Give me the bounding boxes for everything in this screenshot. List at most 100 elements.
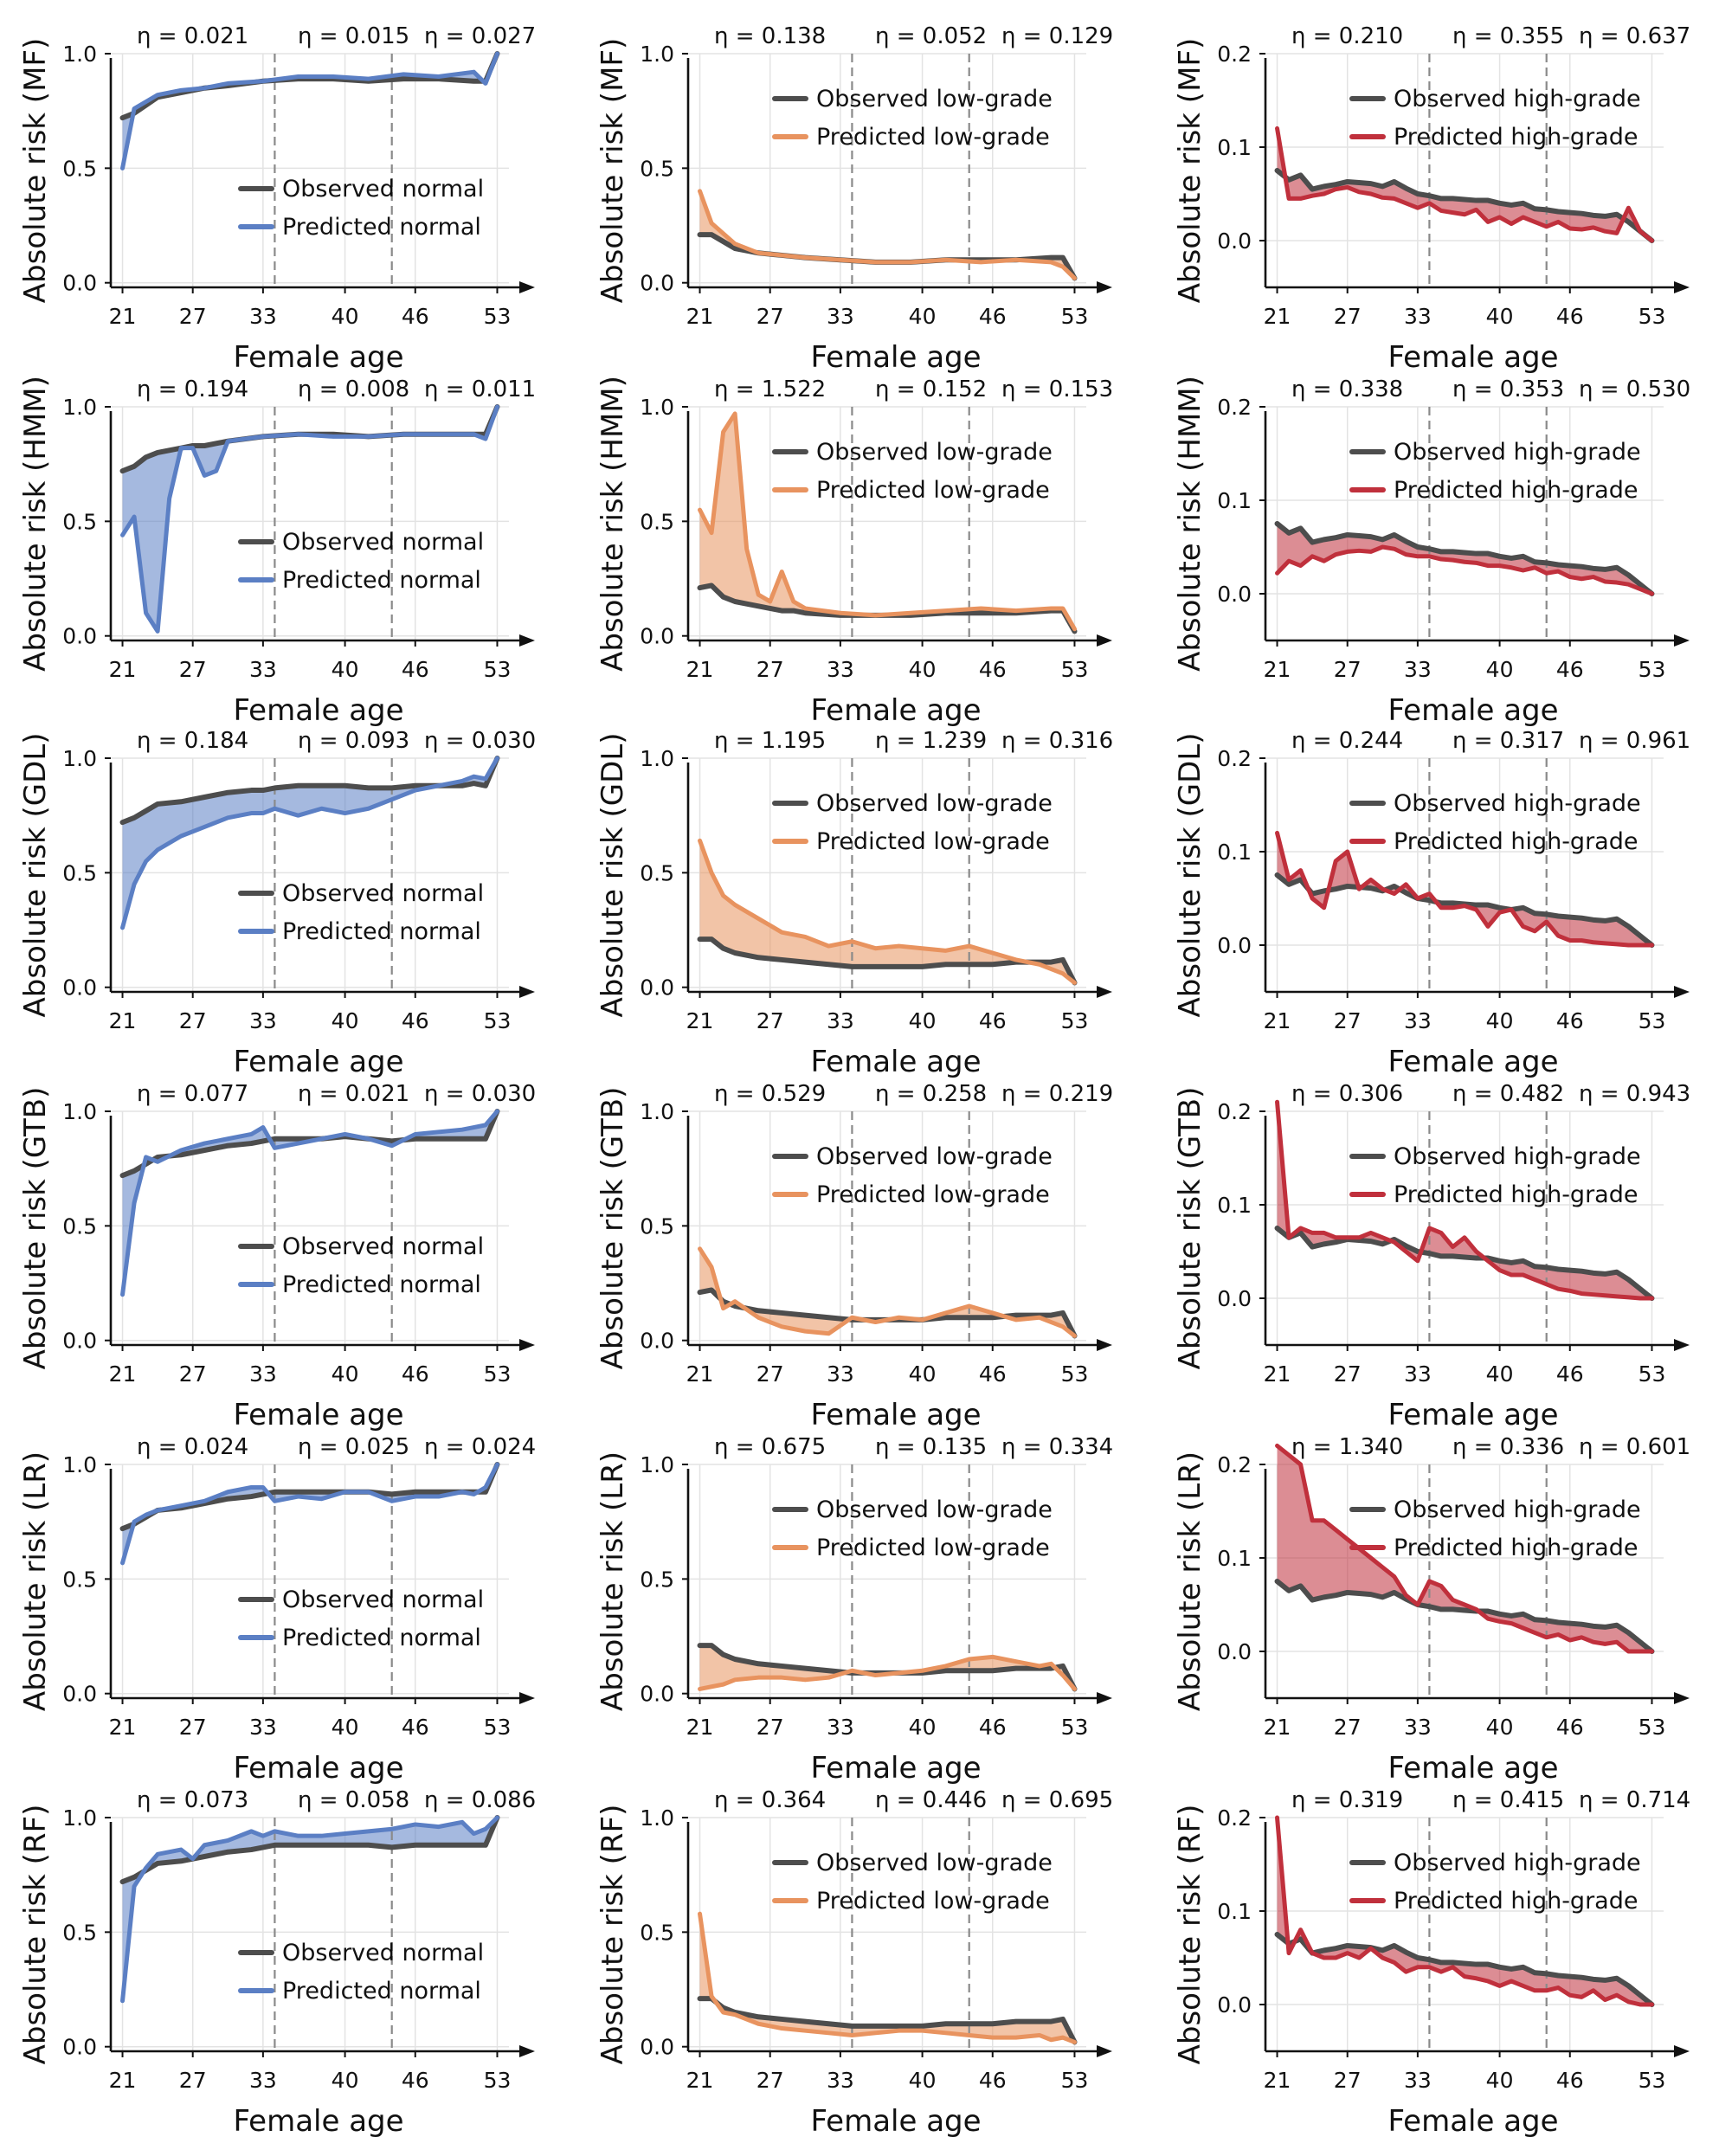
legend-observed-label: Observed high-grade [1394,1850,1641,1876]
x-tick-label: 33 [1404,1008,1432,1033]
x-axis-arrow-icon [1674,1339,1690,1351]
eta-annotation: η = 0.153 [1001,376,1113,402]
x-axis-arrow-icon [519,2045,535,2057]
x-tick-label: 40 [909,2068,937,2093]
legend-predicted-label: Predicted normal [282,567,481,594]
x-axis-arrow-icon [1097,1339,1112,1351]
x-tick-label: 40 [1486,1715,1514,1740]
y-axis-label: Absolute risk (GTB) [596,1087,630,1370]
panel-hmm-normal: 21 27 33 40 46 53 0.0 0.5 1.0 Female age Absolute … [18,376,536,728]
y-tick-label: 0.5 [62,860,97,885]
x-tick-label: 40 [332,1715,359,1740]
x-axis-arrow-icon [1097,1692,1112,1704]
legend-predicted-label: Predicted normal [282,1271,481,1298]
x-tick-label: 27 [756,1008,784,1033]
x-tick-label: 40 [332,657,359,682]
legend-predicted-label: Predicted low-grade [816,124,1050,151]
legend-observed-label: Observed low-grade [816,1143,1053,1170]
legend-predicted-label: Predicted normal [282,214,481,241]
x-tick-label: 46 [1556,1008,1584,1033]
x-axis-label: Female age [233,1398,403,1432]
eta-annotation: η = 0.338 [1291,376,1403,402]
eta-annotation: η = 1.522 [714,376,826,402]
eta-annotation: η = 0.210 [1291,23,1403,49]
y-tick-label: 0.5 [62,1213,97,1239]
x-tick-label: 46 [402,1361,429,1387]
x-tick-label: 40 [1486,657,1514,682]
x-tick-label: 27 [1334,304,1362,329]
y-tick-label: 0.2 [1217,1805,1252,1831]
legend-observed-label: Observed high-grade [1394,1496,1641,1523]
legend-observed-label: Observed high-grade [1394,1143,1641,1170]
y-tick-label: 1.0 [640,746,674,771]
legend-observed-label: Observed high-grade [1394,86,1641,113]
legend-observed-label: Observed high-grade [1394,439,1641,466]
y-tick-label: 0.5 [640,1567,674,1592]
eta-annotation: η = 0.695 [1001,1787,1113,1813]
eta-annotation: η = 0.015 [298,23,409,49]
x-axis-arrow-icon [519,1692,535,1704]
x-tick-label: 53 [1639,304,1666,329]
x-tick-label: 53 [1061,1361,1089,1387]
x-tick-label: 27 [179,304,207,329]
x-axis-label: Female age [233,1045,403,1079]
error-area [122,758,498,928]
x-axis-arrow-icon [1674,1692,1690,1704]
observed-series-line [119,1109,500,1179]
x-tick-label: 21 [1264,304,1291,329]
x-axis-label: Female age [1387,1751,1558,1786]
y-tick-label: 1.0 [62,1099,97,1124]
legend: Observed normal Predicted normal [238,1940,484,2005]
x-tick-label: 21 [686,1361,714,1387]
x-tick-label: 53 [484,304,512,329]
x-tick-label: 33 [249,1361,277,1387]
predicted-series-line [1275,1815,1654,2007]
x-tick-label: 46 [979,1715,1007,1740]
legend: Observed low-grade Predicted low-grade [772,1496,1053,1561]
x-axis-label: Female age [1387,340,1558,375]
panel-gdl-high-grade: 21 27 33 40 46 53 0.0 0.1 0.2 Female age Absolute … [1173,728,1690,1079]
eta-annotation: η = 0.011 [424,376,536,402]
y-axis-label: Absolute risk (MF) [596,38,630,303]
y-tick-label: 0.0 [640,975,674,1001]
x-tick-label: 27 [1334,1361,1362,1387]
x-tick-label: 33 [249,657,277,682]
eta-annotation: η = 0.306 [1291,1081,1403,1107]
y-tick-label: 0.0 [1217,228,1252,254]
x-tick-label: 53 [1061,1008,1089,1033]
y-axis-label: Absolute risk (RF) [18,1805,53,2065]
x-tick-label: 46 [1556,2068,1584,2093]
y-axis-label: Absolute risk (RF) [1173,1805,1207,2065]
eta-annotation: η = 0.077 [137,1081,248,1107]
eta-annotation: η = 0.714 [1579,1787,1690,1813]
error-area [699,1248,1075,1336]
x-tick-label: 46 [979,1008,1007,1033]
eta-annotation: η = 0.334 [1001,1434,1113,1460]
legend: Observed low-grade Predicted low-grade [772,86,1053,151]
x-tick-label: 21 [686,657,714,682]
observed-series-line [1274,168,1655,243]
legend-observed-label: Observed normal [282,1586,484,1613]
eta-annotation: η = 0.637 [1579,23,1690,49]
x-tick-label: 53 [1639,657,1666,682]
legend-predicted-label: Predicted low-grade [816,1888,1050,1915]
x-tick-label: 40 [332,304,359,329]
eta-annotation: η = 1.195 [714,728,826,754]
legend-predicted-label: Predicted high-grade [1394,1535,1638,1561]
x-axis-label: Female age [1387,1045,1558,1079]
x-tick-label: 21 [1264,2068,1291,2093]
y-tick-label: 1.0 [640,395,674,420]
eta-annotation: η = 0.021 [298,1081,409,1107]
predicted-series-line [1275,125,1654,243]
x-tick-label: 53 [1061,657,1089,682]
x-tick-label: 33 [1404,657,1432,682]
legend-predicted-label: Predicted high-grade [1394,477,1638,504]
legend-observed-label: Observed low-grade [816,1850,1053,1876]
y-axis-label: Absolute risk (GDL) [596,732,630,1017]
y-axis-label: Absolute risk (LR) [18,1451,53,1711]
y-axis-label: Absolute risk (GTB) [18,1087,53,1370]
x-axis-label: Female age [810,340,981,375]
x-tick-label: 27 [1334,657,1362,682]
x-tick-label: 27 [756,304,784,329]
observed-series-line [1274,521,1655,596]
